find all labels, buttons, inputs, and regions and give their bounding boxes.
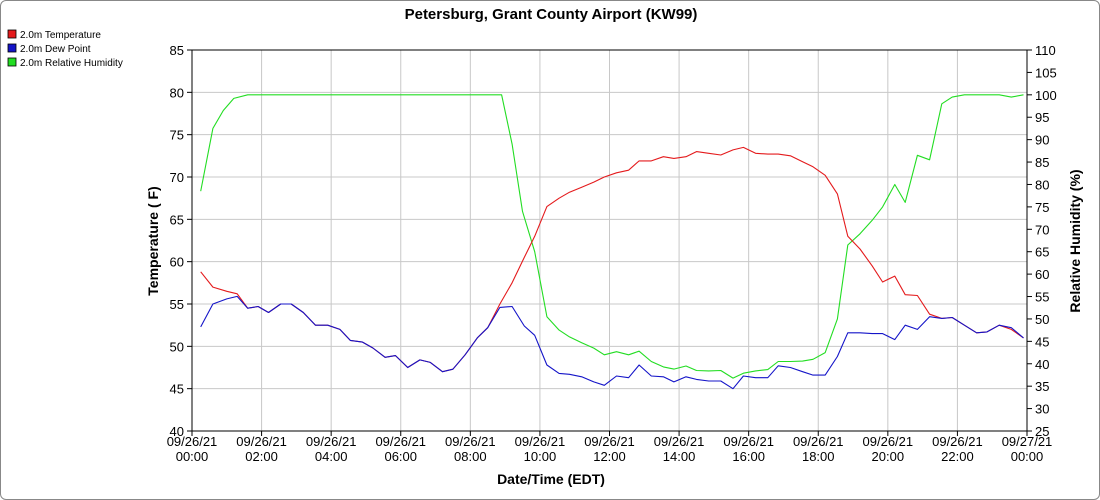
y2-axis-ticks: 25 30 35 40 45 50 55 60 65 70 75 80 85 90 95 100 105 110 <box>1027 43 1057 439</box>
x-tick-time-label: 06:00 <box>384 449 417 464</box>
y2-tick-label: 60 <box>1035 267 1049 282</box>
y-tick-label: 40 <box>170 424 184 439</box>
y2-tick-label: 40 <box>1035 357 1049 372</box>
x-tick-time-label: 18:00 <box>802 449 835 464</box>
y-tick-label: 50 <box>170 339 184 354</box>
y2-tick-label: 100 <box>1035 88 1057 103</box>
y2-tick-label: 70 <box>1035 222 1049 237</box>
x-tick-date-label: 09/26/21 <box>375 434 426 449</box>
series-group <box>200 94 1024 390</box>
x-tick-date-label: 09/26/21 <box>723 434 774 449</box>
y2-tick-label: 75 <box>1035 200 1049 215</box>
x-tick-time-label: 10:00 <box>524 449 557 464</box>
y-axis-title: Temperature ( F) <box>145 186 161 295</box>
x-tick-date-label: 09/26/21 <box>306 434 357 449</box>
y-tick-label: 55 <box>170 297 184 312</box>
legend-label: 2.0m Relative Humidity <box>20 58 123 69</box>
series-line-2-0m-dew-point <box>200 295 1024 390</box>
x-tick-date-label: 09/26/21 <box>167 434 218 449</box>
x-tick-date-label: 09/27/21 <box>1002 434 1053 449</box>
x-tick-time-label: 12:00 <box>593 449 626 464</box>
x-tick-date-label: 09/26/21 <box>584 434 635 449</box>
legend-swatch <box>7 57 17 67</box>
series-line-2-0m-relative-humidity <box>200 94 1024 379</box>
y2-tick-label: 95 <box>1035 110 1049 125</box>
y-tick-label: 70 <box>170 170 184 185</box>
y2-tick-label: 105 <box>1035 65 1057 80</box>
x-tick-date-label: 09/26/21 <box>515 434 566 449</box>
y-axis-ticks: 40 45 50 55 60 65 70 75 80 85 <box>170 43 192 439</box>
x-tick-time-label: 14:00 <box>663 449 696 464</box>
x-tick-time-label: 20:00 <box>872 449 905 464</box>
y2-tick-label: 30 <box>1035 402 1049 417</box>
grid <box>191 49 1028 432</box>
y2-tick-label: 45 <box>1035 334 1049 349</box>
series-line-2-0m-temperature <box>200 146 1024 373</box>
x-tick-date-label: 09/26/21 <box>654 434 705 449</box>
y2-tick-label: 90 <box>1035 133 1049 148</box>
y2-tick-label: 80 <box>1035 177 1049 192</box>
y-tick-label: 80 <box>170 85 184 100</box>
y-tick-label: 60 <box>170 255 184 270</box>
legend-swatch <box>7 43 17 53</box>
y2-tick-label: 55 <box>1035 290 1049 305</box>
x-tick-time-label: 22:00 <box>941 449 974 464</box>
y-tick-label: 45 <box>170 382 184 397</box>
y-tick-label: 85 <box>170 43 184 58</box>
x-tick-date-label: 09/26/21 <box>793 434 844 449</box>
y-tick-label: 75 <box>170 128 184 143</box>
legend-label: 2.0m Dew Point <box>20 44 91 55</box>
x-tick-time-label: 02:00 <box>245 449 278 464</box>
legend-label: 2.0m Temperature <box>20 30 101 41</box>
x-tick-time-label: 16:00 <box>732 449 765 464</box>
x-tick-date-label: 09/26/21 <box>445 434 496 449</box>
legend: 2.0m Temperature 2.0m Dew Point 2.0m Relat… <box>7 29 123 69</box>
x-tick-time-label: 00:00 <box>176 449 209 464</box>
x-tick-date-label: 09/26/21 <box>932 434 983 449</box>
y2-tick-label: 110 <box>1035 43 1056 58</box>
legend-swatch <box>7 29 17 39</box>
x-tick-date-label: 09/26/21 <box>236 434 287 449</box>
y-tick-label: 65 <box>170 212 184 227</box>
x-tick-time-label: 00:00 <box>1011 449 1044 464</box>
x-tick-time-label: 04:00 <box>315 449 348 464</box>
x-axis-ticks: 09/26/2100:0009/26/2102:0009/26/2104:000… <box>167 431 1053 464</box>
y2-axis-title: Relative Humidity (%) <box>1067 169 1083 312</box>
chart-title: Petersburg, Grant County Airport (KW99) <box>405 6 698 23</box>
y2-tick-label: 35 <box>1035 379 1049 394</box>
x-tick-date-label: 09/26/21 <box>863 434 914 449</box>
x-axis-title: Date/Time (EDT) <box>497 471 605 487</box>
y2-tick-label: 85 <box>1035 155 1049 170</box>
y2-tick-label: 65 <box>1035 245 1049 260</box>
y2-tick-label: 25 <box>1035 424 1049 439</box>
y2-tick-label: 50 <box>1035 312 1049 327</box>
x-tick-time-label: 08:00 <box>454 449 487 464</box>
